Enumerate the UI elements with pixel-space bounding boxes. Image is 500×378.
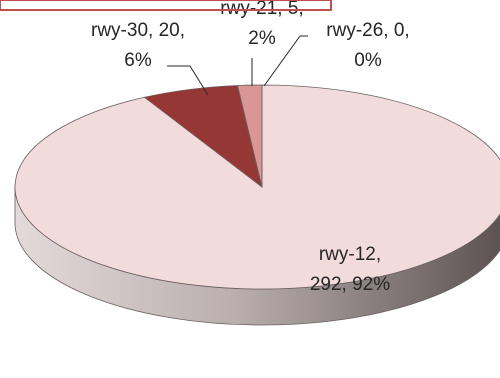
frame-border	[0, 0, 332, 11]
data-label-rwy-30: rwy-30, 20, 6%	[91, 20, 185, 71]
leader-line-rwy-30	[167, 65, 209, 96]
data-label-rwy-21: rwy-21, 5, 2%	[220, 0, 303, 49]
data-label-rwy-26: rwy-26, 0, 0%	[326, 20, 409, 71]
leader-line-rwy-26	[263, 35, 308, 87]
data-label-rwy-12: rwy-12, 292, 92%	[310, 244, 390, 295]
pie-slice-rwy-12	[14, 84, 500, 290]
